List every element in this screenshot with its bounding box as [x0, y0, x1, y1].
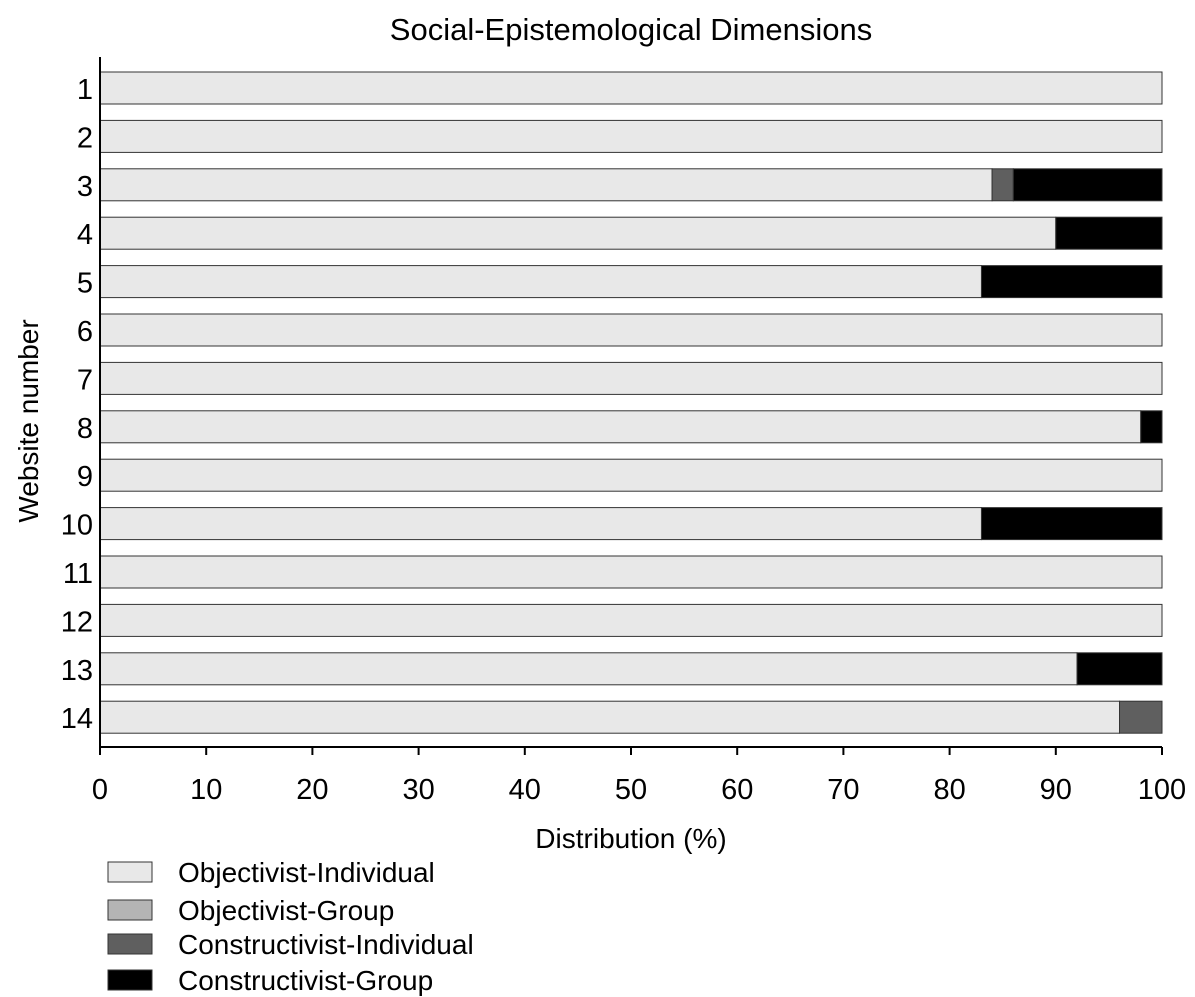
bar-segment-4-0	[99, 216, 1057, 250]
x-tick-label: 40	[509, 774, 541, 806]
y-tick-label: 4	[77, 219, 93, 251]
bar-segment-13-0	[99, 652, 1078, 686]
bar-segment-1-0	[99, 71, 1163, 105]
legend-label: Objectivist-Individual	[178, 857, 435, 888]
y-tick-label: 1	[77, 74, 93, 106]
bar-segment-10-0	[99, 507, 982, 541]
bar-segment-9-0	[99, 458, 1163, 492]
x-tick-label: 100	[1138, 774, 1186, 806]
bar-segment-5-3	[980, 265, 1163, 299]
bar-segment-5-0	[99, 265, 982, 299]
x-axis-label: Distribution (%)	[535, 823, 726, 854]
bar-segment-14-0	[99, 700, 1121, 734]
bar-segment-7-0	[99, 361, 1163, 395]
bar-segment-10-3	[980, 507, 1163, 541]
y-tick-label: 12	[61, 606, 93, 638]
bar-segment-4-3	[1055, 216, 1163, 250]
y-tick-label: 5	[77, 268, 93, 300]
x-tick-label: 30	[402, 774, 434, 806]
x-tick-label: 0	[92, 774, 108, 806]
x-tick-label: 60	[721, 774, 753, 806]
y-axis-label: Website number	[13, 319, 44, 522]
legend: Objectivist-IndividualObjectivist-GroupC…	[107, 857, 474, 996]
legend-label: Constructivist-Group	[178, 965, 433, 996]
bar-segment-3-3	[1012, 168, 1163, 202]
x-tick-label: 80	[933, 774, 965, 806]
y-tick-label: 2	[77, 122, 93, 154]
legend-swatch	[107, 933, 153, 955]
bar-segment-6-0	[99, 313, 1163, 347]
bar-segment-14-2	[1119, 700, 1163, 734]
y-tick-label: 14	[61, 703, 93, 735]
bar-segment-12-0	[99, 603, 1163, 637]
legend-label: Constructivist-Individual	[178, 929, 474, 960]
y-tick-label: 6	[77, 316, 93, 348]
y-tick-label: 8	[77, 413, 93, 445]
axes-group: 0 10 20 30 40 50 60 70 80 90 100	[92, 57, 1186, 806]
y-tick-label: 7	[77, 364, 93, 396]
x-tick-label: 10	[190, 774, 222, 806]
y-tick-label: 10	[61, 510, 93, 542]
chart-title: Social-Epistemological Dimensions	[390, 12, 872, 47]
x-tick-label: 90	[1040, 774, 1072, 806]
legend-swatch	[107, 969, 153, 991]
legend-swatch	[107, 899, 153, 921]
bar-segment-3-2	[991, 168, 1014, 202]
y-tick-label: 9	[77, 461, 93, 493]
bar-segment-8-0	[99, 410, 1142, 444]
legend-label: Objectivist-Group	[178, 895, 394, 926]
y-tick-label: 11	[63, 558, 93, 590]
bar-segment-2-0	[99, 119, 1163, 153]
x-tick-label: 20	[296, 774, 328, 806]
x-tick-label: 50	[615, 774, 647, 806]
bar-segment-3-0	[99, 168, 993, 202]
y-tick-label: 3	[77, 171, 93, 203]
x-tick-label: 70	[827, 774, 859, 806]
bar-segment-13-3	[1076, 652, 1163, 686]
bar-segment-11-0	[99, 555, 1163, 589]
y-tick-label: 13	[61, 655, 93, 687]
legend-swatch	[107, 861, 153, 883]
bar-segment-8-3	[1140, 410, 1163, 444]
